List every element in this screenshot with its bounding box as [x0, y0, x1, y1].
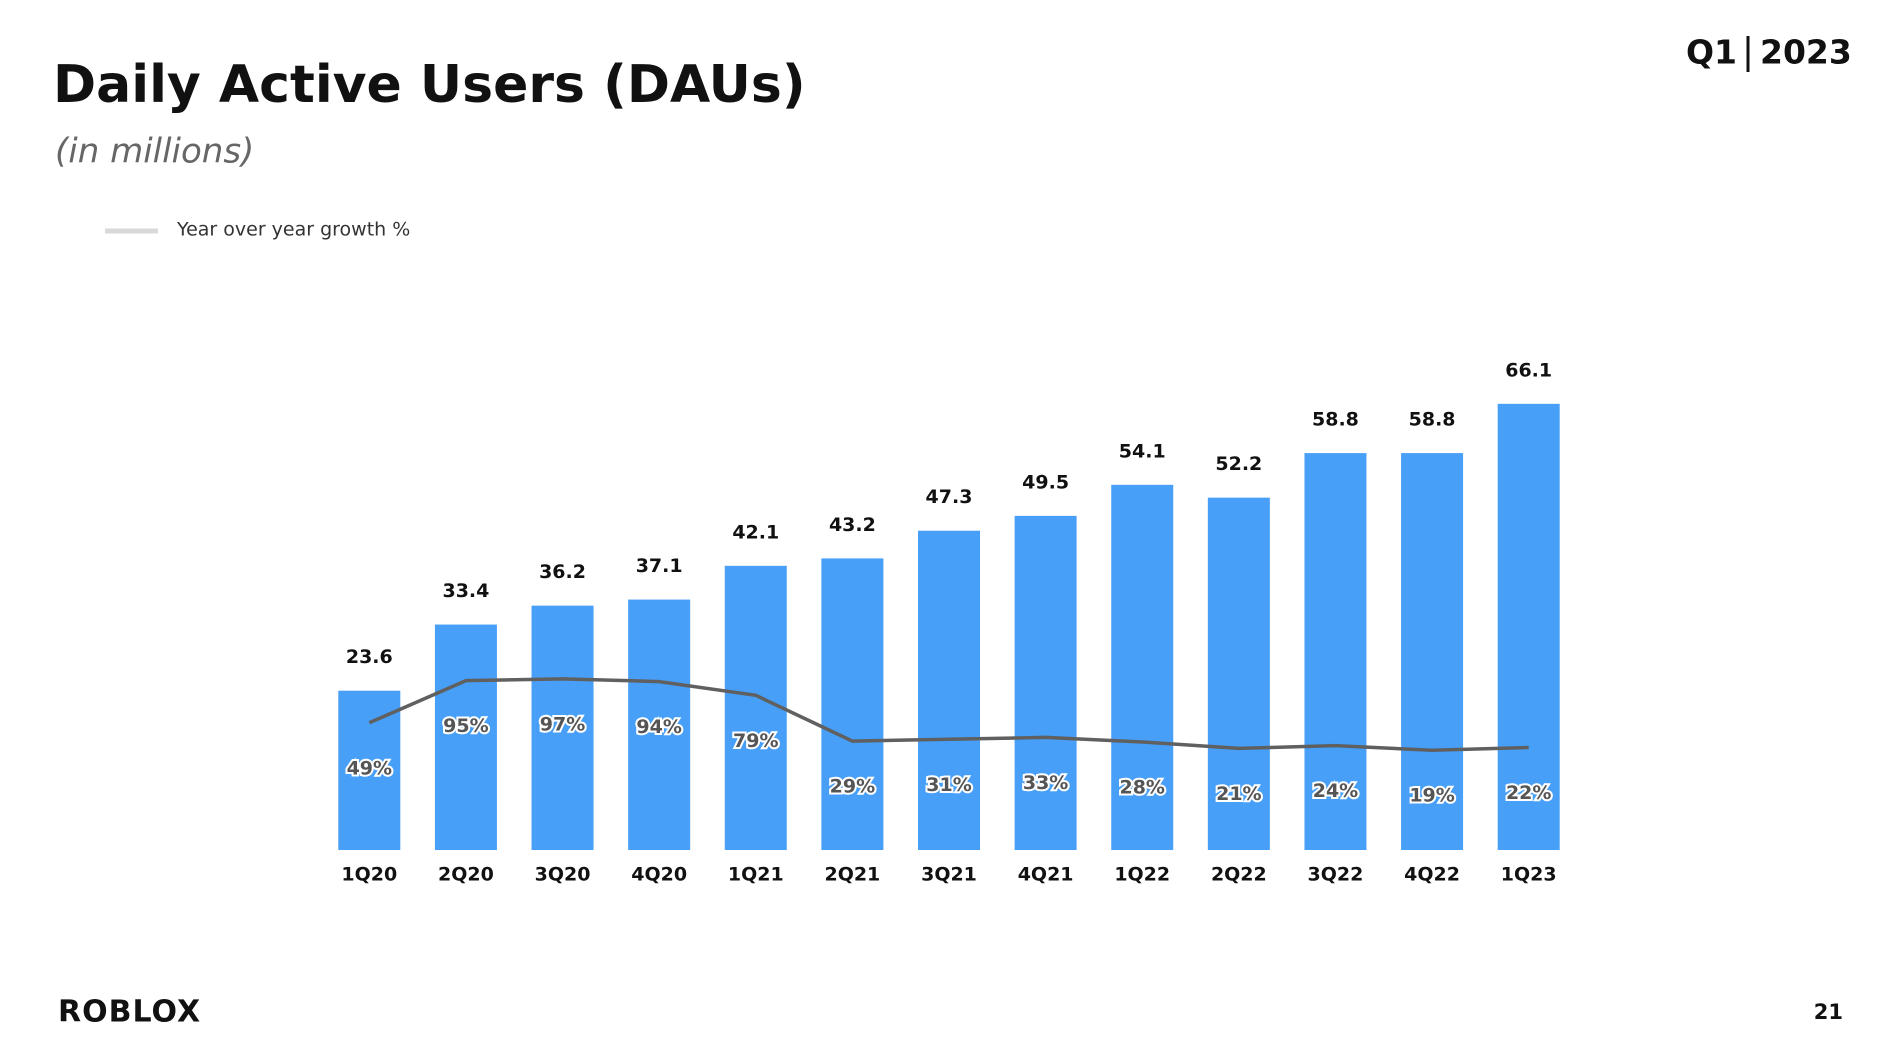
x-tick-label: 1Q22: [1114, 864, 1170, 886]
bar: [1111, 484, 1174, 850]
page-number: 21: [1814, 1000, 1843, 1024]
bar: [821, 558, 884, 850]
bar: [338, 690, 401, 850]
growth-label: 94%: [636, 716, 681, 738]
x-tick-label: 1Q21: [728, 864, 784, 886]
x-tick-label: 2Q20: [438, 864, 494, 886]
x-tick-label: 4Q21: [1018, 864, 1074, 886]
growth-line: [368, 677, 1529, 752]
x-tick-label: 4Q22: [1404, 864, 1460, 886]
value-label: 43.2: [829, 514, 876, 536]
growth-label: 22%: [1506, 782, 1551, 804]
bar: [724, 565, 787, 850]
value-label: 54.1: [1119, 440, 1166, 462]
value-label: 52.2: [1215, 453, 1262, 475]
period: Q1: [1686, 33, 1737, 72]
growth-label: 19%: [1409, 785, 1454, 807]
value-label: 47.3: [926, 486, 973, 508]
bar: [1401, 453, 1464, 850]
bar: [531, 605, 594, 850]
value-label: 58.8: [1409, 409, 1456, 431]
logo: ROBLOX: [58, 995, 201, 1030]
growth-label: 79%: [733, 730, 778, 752]
growth-label: 29%: [830, 776, 875, 798]
value-label: 42.1: [732, 521, 779, 543]
x-tick-label: 3Q20: [535, 864, 591, 886]
value-label: 37.1: [636, 555, 683, 577]
growth-label: 95%: [443, 715, 488, 737]
x-tick-label: 4Q20: [631, 864, 687, 886]
bar: [1014, 515, 1077, 850]
legend-label: Year over year growth %: [176, 219, 410, 241]
x-tick-label: 2Q22: [1211, 864, 1267, 886]
growth-label: 24%: [1313, 780, 1358, 802]
bar: [1304, 453, 1367, 850]
bar: [1497, 403, 1560, 850]
growth-label: 97%: [540, 713, 585, 735]
chart-title: Daily Active Users (DAUs): [53, 55, 806, 115]
growth-label: 21%: [1216, 783, 1261, 805]
x-tick-label: 1Q20: [341, 864, 397, 886]
growth-label: 28%: [1119, 777, 1164, 799]
value-label: 49.5: [1022, 471, 1069, 493]
value-label: 58.8: [1312, 409, 1359, 431]
value-label: 36.2: [539, 561, 586, 583]
x-tick-label: 1Q23: [1501, 864, 1557, 886]
bar: [434, 624, 497, 850]
bar: [918, 530, 980, 850]
growth-label: 33%: [1023, 772, 1068, 794]
x-tick-label: 2Q21: [824, 864, 880, 886]
bar: [628, 599, 691, 850]
growth-label: 49%: [347, 757, 392, 779]
value-label: 33.4: [442, 580, 489, 602]
chart-subtitle: (in millions): [55, 132, 254, 172]
growth-label: 31%: [926, 774, 971, 796]
value-label: 66.1: [1505, 359, 1552, 381]
x-tick-label: 3Q21: [921, 864, 977, 886]
value-label: 23.6: [346, 646, 393, 668]
bar: [1207, 497, 1270, 850]
year: 2023: [1760, 33, 1852, 72]
x-tick-label: 3Q22: [1308, 864, 1364, 886]
